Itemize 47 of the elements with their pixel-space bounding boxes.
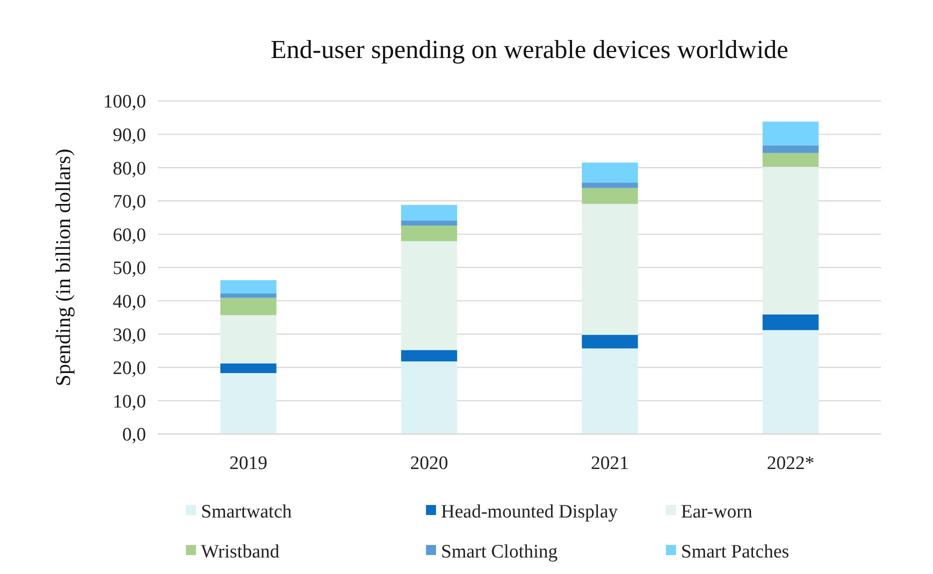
legend-label: Smart Patches (681, 542, 790, 563)
x-tick-label: 2020 (410, 453, 448, 474)
y-tick-label: 100,0 (103, 92, 146, 113)
bar (220, 363, 276, 374)
bar (220, 280, 276, 294)
bar (401, 241, 458, 350)
y-tick-label: 20,0 (112, 358, 146, 380)
bar (220, 373, 276, 434)
legend-label: Head-mounted Display (441, 502, 618, 523)
bar (762, 145, 819, 153)
bar (220, 315, 276, 364)
bar (220, 293, 276, 298)
y-tick-label: 40,0 (112, 291, 146, 312)
x-tick-label: 2019 (229, 453, 268, 474)
bar (762, 166, 819, 314)
bar (582, 204, 638, 335)
bar (582, 162, 638, 183)
bar (582, 182, 638, 188)
legend-label: Ear-worn (681, 502, 753, 523)
chart-title: End-user spending on werable devices worldwide (270, 35, 788, 64)
legend-label: Smart Clothing (441, 542, 558, 563)
y-tick-label: 0,0 (122, 424, 146, 446)
bar (762, 152, 819, 167)
bar (762, 122, 819, 146)
bar (762, 330, 819, 434)
y-tick-label: 30,0 (112, 324, 146, 346)
y-tick-label: 10,0 (112, 391, 146, 412)
x-tick-label: 2022* (766, 453, 814, 474)
y-axis-title: Spending (in billion dollars) (51, 148, 75, 386)
legend-label: Smartwatch (201, 502, 292, 523)
bar (401, 220, 458, 226)
bar (220, 298, 276, 316)
y-tick-label: 90,0 (112, 124, 146, 146)
legend-label: Wristband (201, 542, 280, 563)
bar (582, 188, 638, 204)
y-tick-label: 70,0 (112, 192, 146, 213)
x-tick-label: 2021 (590, 453, 629, 474)
bar (401, 350, 458, 362)
y-tick-label: 60,0 (112, 224, 146, 246)
bar (582, 348, 638, 434)
y-tick-label: 80,0 (112, 158, 146, 180)
y-tick-label: 50,0 (112, 258, 146, 280)
bar (401, 204, 458, 221)
bar (401, 226, 458, 242)
bar (762, 314, 819, 330)
bar (401, 361, 458, 434)
bar (582, 334, 638, 348)
